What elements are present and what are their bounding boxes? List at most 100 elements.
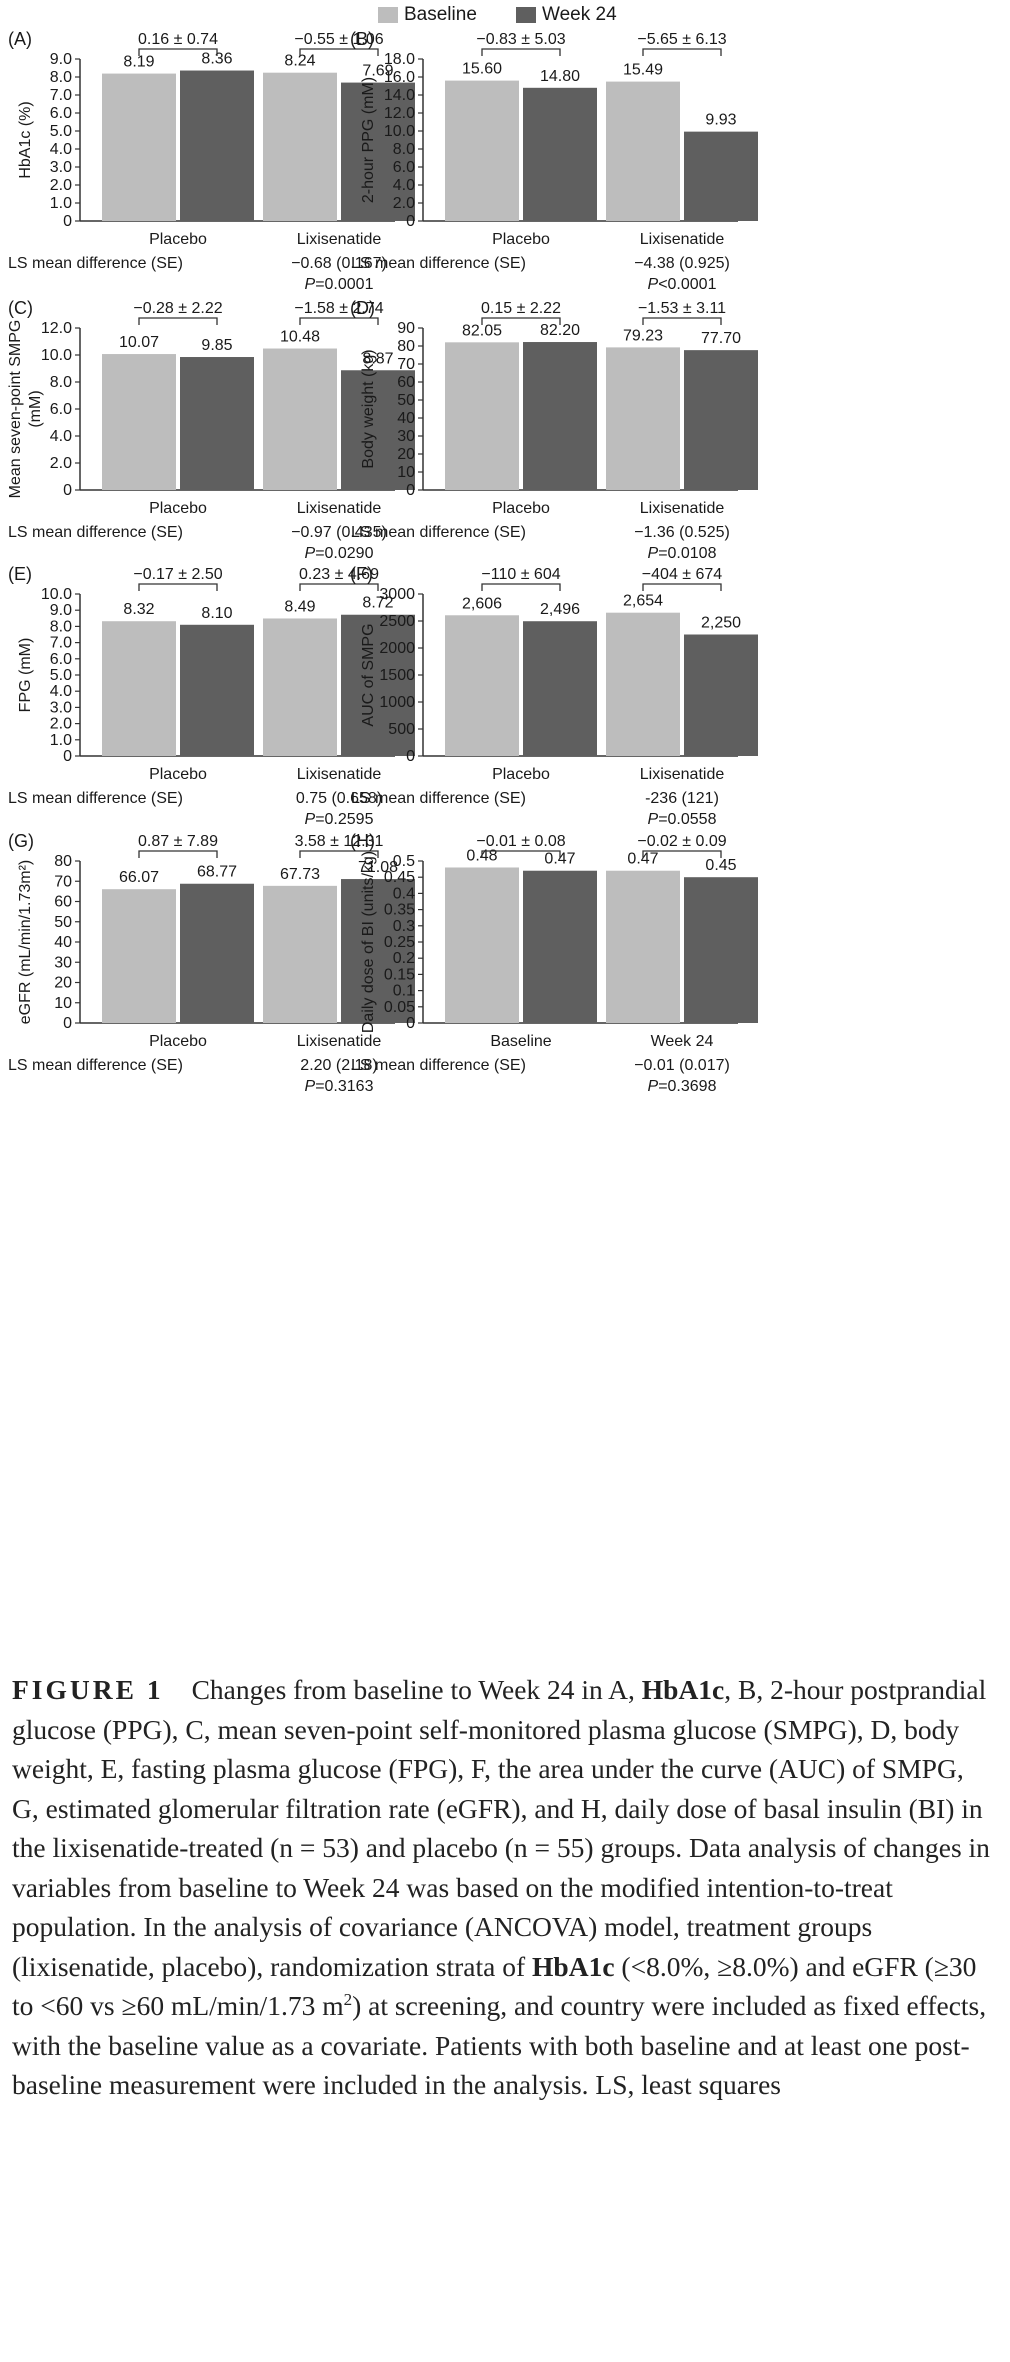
y-tick-label: 0: [406, 1015, 415, 1032]
y-tick-label: 20: [397, 446, 415, 463]
p-value: P=0.0001: [305, 276, 374, 293]
change-bracket: [642, 583, 722, 591]
y-tick-label: 70: [397, 356, 415, 373]
ls-mean-difference-value: 2.20 (2.18): [300, 1057, 377, 1074]
x-category-label: Lixisenatide: [297, 500, 382, 517]
p-value: P=0.3163: [305, 1078, 374, 1095]
bar-baseline-lixisenatide: [263, 72, 337, 222]
bar-value-label: 8.72: [362, 595, 393, 612]
y-tick-label: 1000: [379, 694, 415, 711]
bar-week24-placebo: [180, 70, 254, 222]
x-category-label: Placebo: [492, 766, 550, 783]
y-tick-label: 1.0: [50, 732, 72, 749]
change-annotation: −0.83 ± 5.03: [476, 31, 565, 48]
y-tick-label: 0.05: [384, 999, 415, 1016]
change-annotation: 3.58 ± 12.31: [295, 833, 384, 850]
change-bracket: [138, 850, 218, 858]
y-tick-label: 8.0: [50, 69, 72, 86]
y-axis-label: Mean seven-point SMPG: [7, 320, 24, 499]
y-tick-label: 8.0: [50, 618, 72, 635]
p-value-number: =0.0558: [658, 811, 716, 828]
change-bracket: [299, 48, 379, 56]
change-annotation: 0.87 ± 7.89: [138, 833, 218, 850]
bar-value-label: 2,654: [623, 593, 663, 610]
y-tick-label: 6.0: [50, 401, 72, 418]
p-value-symbol: P: [648, 276, 659, 293]
p-value-symbol: P: [305, 1078, 316, 1095]
y-tick-label: 5.0: [50, 123, 72, 140]
change-bracket: [642, 317, 722, 325]
y-tick-label: 0.5: [393, 853, 415, 870]
bar-baseline-lixisenatide: [606, 81, 680, 221]
p-value: P=0.2595: [305, 811, 374, 828]
bar-week24-lixisenatide: [341, 879, 415, 1023]
bar-baseline-placebo: [445, 615, 519, 756]
bar-value-label: 2,250: [701, 615, 741, 632]
p-value-number: =0.3163: [315, 1078, 373, 1095]
y-tick-label: 2.0: [50, 716, 72, 733]
x-category-label: Week 24: [651, 1033, 714, 1050]
bar-value-label: 8.10: [201, 605, 232, 622]
change-annotation: −110 ± 604: [481, 566, 560, 583]
ls-mean-difference-label: LS mean difference (SE): [8, 524, 183, 541]
bar-value-label: 8.19: [123, 54, 154, 71]
bar-week24-placebo: [180, 883, 254, 1023]
y-tick-label: 7.0: [50, 87, 72, 104]
y-tick-label: 16.0: [384, 69, 415, 86]
y-tick-label: 10.0: [384, 123, 415, 140]
bar-baseline-lixisenatide: [606, 612, 680, 756]
legend-swatch-week24: [516, 7, 536, 23]
caption-bold-1: HbA1c: [641, 1674, 725, 1705]
y-tick-label: 0.25: [384, 934, 415, 951]
change-bracket: [481, 583, 561, 591]
y-tick-label: 4.0: [50, 683, 72, 700]
change-annotation: −1.53 ± 3.11: [638, 300, 726, 317]
y-tick-label: 2.0: [50, 455, 72, 472]
caption-bold-2: HbA1c: [532, 1950, 615, 1982]
panel-label: (G): [8, 831, 34, 851]
x-category-label: Lixisenatide: [640, 500, 725, 517]
x-category-label: Lixisenatide: [640, 231, 725, 248]
y-tick-label: 12.0: [384, 105, 415, 122]
chart-panel-b: (B)2-hour PPG (mM)02.04.06.08.010.012.01…: [350, 29, 758, 293]
change-annotation: −0.28 ± 2.22: [133, 300, 222, 317]
y-tick-label: 0.3: [393, 918, 415, 935]
change-annotation: 0.16 ± 0.74: [138, 31, 218, 48]
bar-baseline-placebo: [102, 621, 176, 756]
ls-mean-difference-value: −0.97 (0.435): [291, 524, 387, 541]
y-tick-label: 0: [63, 748, 72, 765]
ls-mean-difference-value: 0.75 (0.658): [296, 790, 382, 807]
y-tick-label: 10: [54, 995, 72, 1012]
x-category-label: Placebo: [149, 500, 207, 517]
y-axis-label: Body weight (kg): [360, 349, 377, 468]
x-category-label: Placebo: [492, 500, 550, 517]
y-tick-label: 0: [63, 482, 72, 499]
p-value: P=0.3698: [648, 1078, 717, 1095]
p-value: P=0.0108: [648, 545, 717, 562]
y-axis-label: (mM): [27, 390, 44, 427]
panel-label: (A): [8, 29, 32, 49]
bar-week24-baseline: [523, 870, 597, 1023]
y-tick-label: 4.0: [50, 428, 72, 445]
y-tick-label: 0: [63, 1015, 72, 1032]
change-bracket: [299, 583, 379, 591]
change-annotation: −0.55 ± 1.06: [294, 31, 383, 48]
y-tick-label: 1500: [379, 667, 415, 684]
change-bracket: [642, 48, 722, 56]
caption-superscript: 2: [343, 1989, 353, 2009]
bar-baseline-lixisenatide: [263, 885, 337, 1023]
bar-value-label: 10.07: [119, 334, 159, 351]
chart-panel-c: (C) Mean seven-point SMPG (mM) 0 2.0 4.0 6.0 8.…: [7, 298, 415, 562]
p-value-number: =0.2595: [315, 811, 373, 828]
bar-week24-week 24: [684, 877, 758, 1023]
ls-mean-difference-value: −0.01 (0.017): [634, 1057, 730, 1074]
y-tick-label: 3000: [379, 586, 415, 603]
caption-text-4: ) at screening, and country were include…: [12, 1990, 987, 2100]
y-tick-label: 12.0: [41, 320, 72, 337]
y-tick-label: 90: [397, 320, 415, 337]
bar-value-label: 66.07: [119, 869, 159, 886]
legend: Baseline Week 24: [0, 0, 1010, 30]
bar-week24-lixisenatide: [341, 614, 415, 756]
change-annotation: −0.02 ± 0.09: [637, 833, 726, 850]
